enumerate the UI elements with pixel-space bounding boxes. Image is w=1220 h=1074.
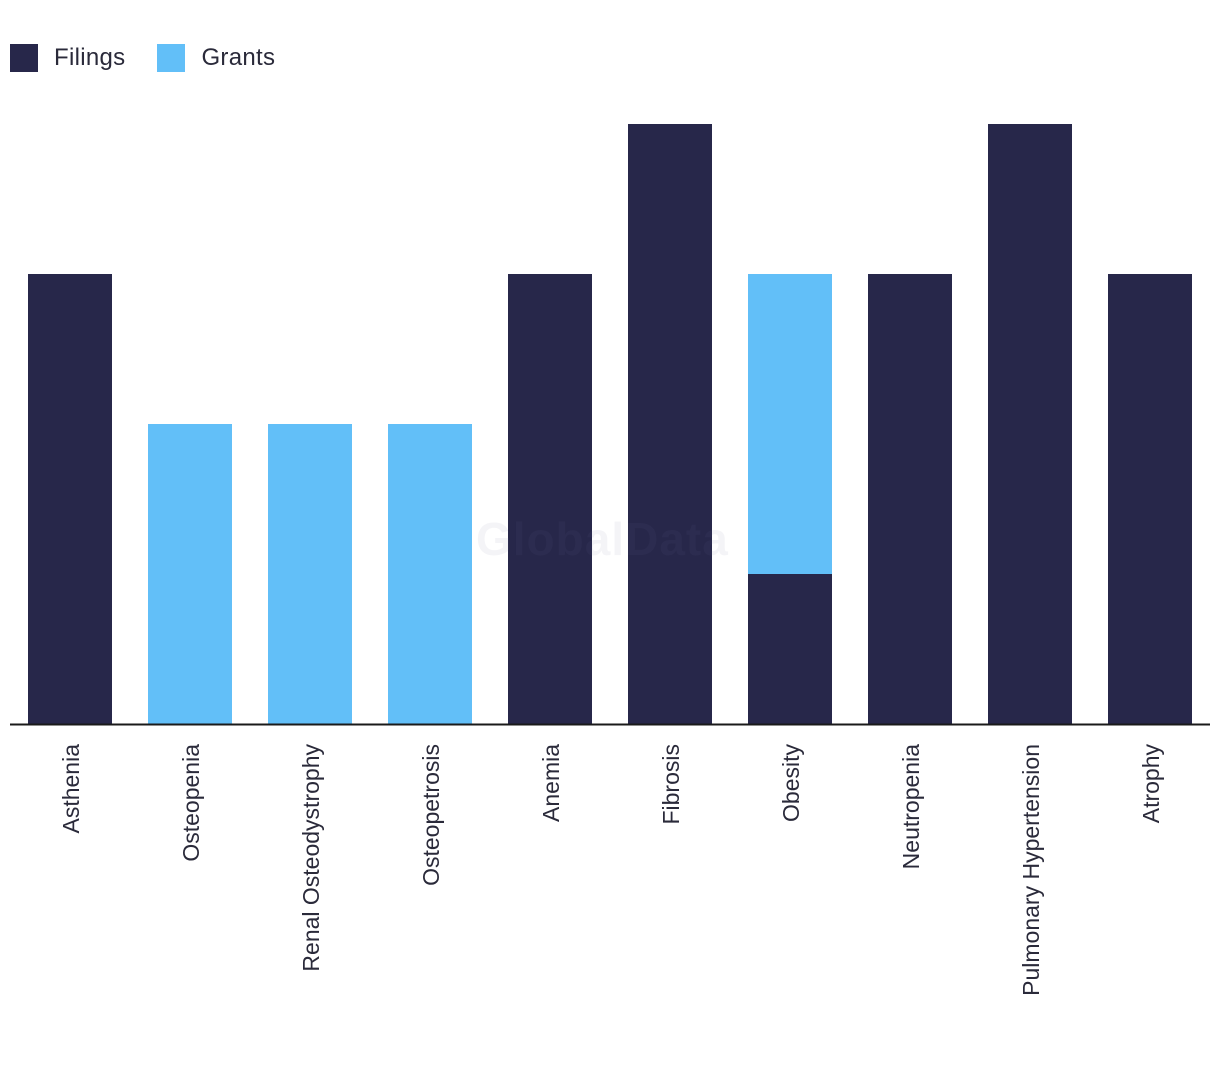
x-tick-label: Asthenia [58, 744, 84, 834]
x-tick-label: Atrophy [1138, 744, 1164, 824]
bar-filings-fibrosis [628, 124, 712, 724]
chart-legend: Filings Grants [10, 40, 307, 76]
x-tick-label: Pulmonary Hypertension [1018, 744, 1044, 996]
legend-item-filings: Filings [10, 44, 125, 72]
legend-swatch-grants [157, 44, 186, 72]
bar-grants-renal-osteodystrophy [268, 424, 352, 724]
x-tick-label: Obesity [778, 744, 804, 822]
bar-grants-osteopetrosis [388, 424, 472, 724]
legend-swatch-filings [10, 44, 38, 72]
legend-item-grants: Grants [157, 44, 275, 72]
bar-filings-anemia [508, 274, 592, 724]
x-tick-label: Neutropenia [898, 744, 924, 870]
x-tick-label: Renal Osteodystrophy [298, 744, 324, 972]
bar-filings-asthenia [28, 274, 112, 724]
x-tick-label: Anemia [538, 744, 564, 822]
x-tick-label: Fibrosis [658, 744, 684, 825]
x-tick-label: Osteopenia [178, 744, 204, 862]
bar-grants-obesity [748, 274, 832, 574]
bar-grants-osteopenia [148, 424, 232, 724]
bar-filings-neutropenia [868, 274, 952, 724]
legend-label-filings: Filings [54, 44, 126, 71]
bar-filings-obesity [748, 574, 832, 724]
bar-filings-pulmonary-hypertension [988, 124, 1072, 724]
bar-filings-atrophy [1108, 274, 1192, 724]
x-tick-label: Osteopetrosis [418, 744, 444, 886]
legend-label-grants: Grants [201, 44, 276, 71]
